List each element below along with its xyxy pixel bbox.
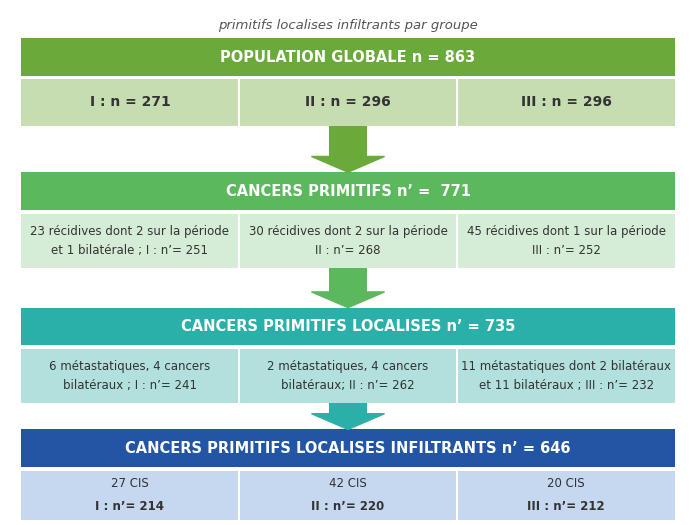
Text: I : n = 271: I : n = 271 — [90, 96, 171, 109]
Polygon shape — [311, 156, 384, 172]
Text: III : n’= 212: III : n’= 212 — [528, 500, 605, 513]
Text: CANCERS PRIMITIFS LOCALISES INFILTRANTS n’ = 646: CANCERS PRIMITIFS LOCALISES INFILTRANTS … — [125, 441, 571, 456]
Text: III : n = 296: III : n = 296 — [521, 96, 612, 109]
Text: 42 CIS: 42 CIS — [329, 477, 367, 490]
Text: 30 récidives dont 2 sur la période
II : n’= 268: 30 récidives dont 2 sur la période II : … — [248, 225, 448, 257]
Text: 23 récidives dont 2 sur la période
et 1 bilatérale ; I : n’= 251: 23 récidives dont 2 sur la période et 1 … — [31, 225, 230, 257]
Bar — [21, 172, 675, 210]
Polygon shape — [311, 414, 384, 429]
Bar — [329, 126, 367, 156]
Polygon shape — [311, 292, 384, 308]
Bar — [21, 429, 675, 467]
Text: 45 récidives dont 1 sur la période
III : n’= 252: 45 récidives dont 1 sur la période III :… — [466, 225, 665, 257]
Bar — [21, 79, 675, 126]
Text: 11 métastatiques dont 2 bilatéraux
et 11 bilatéraux ; III : n’= 232: 11 métastatiques dont 2 bilatéraux et 11… — [461, 360, 671, 392]
Bar — [21, 214, 675, 268]
Bar — [329, 403, 367, 414]
Text: II : n’= 220: II : n’= 220 — [311, 500, 385, 513]
Bar — [21, 471, 675, 520]
Text: 27 CIS: 27 CIS — [111, 477, 149, 490]
Text: POPULATION GLOBALE n = 863: POPULATION GLOBALE n = 863 — [221, 50, 475, 65]
Bar — [21, 349, 675, 403]
Bar — [21, 38, 675, 76]
Bar — [21, 308, 675, 345]
Text: CANCERS PRIMITIFS LOCALISES n’ = 735: CANCERS PRIMITIFS LOCALISES n’ = 735 — [181, 319, 515, 334]
Text: 6 métastatiques, 4 cancers
bilatéraux ; I : n’= 241: 6 métastatiques, 4 cancers bilatéraux ; … — [49, 360, 211, 392]
Text: 20 CIS: 20 CIS — [547, 477, 585, 490]
Text: 2 métastatiques, 4 cancers
bilatéraux; II : n’= 262: 2 métastatiques, 4 cancers bilatéraux; I… — [267, 360, 429, 392]
Bar — [329, 268, 367, 292]
Text: CANCERS PRIMITIFS n’ =  771: CANCERS PRIMITIFS n’ = 771 — [226, 184, 470, 198]
Text: II : n = 296: II : n = 296 — [305, 96, 391, 109]
Text: I : n’= 214: I : n’= 214 — [95, 500, 164, 513]
Text: primitifs localises infiltrants par groupe: primitifs localises infiltrants par grou… — [218, 19, 478, 32]
